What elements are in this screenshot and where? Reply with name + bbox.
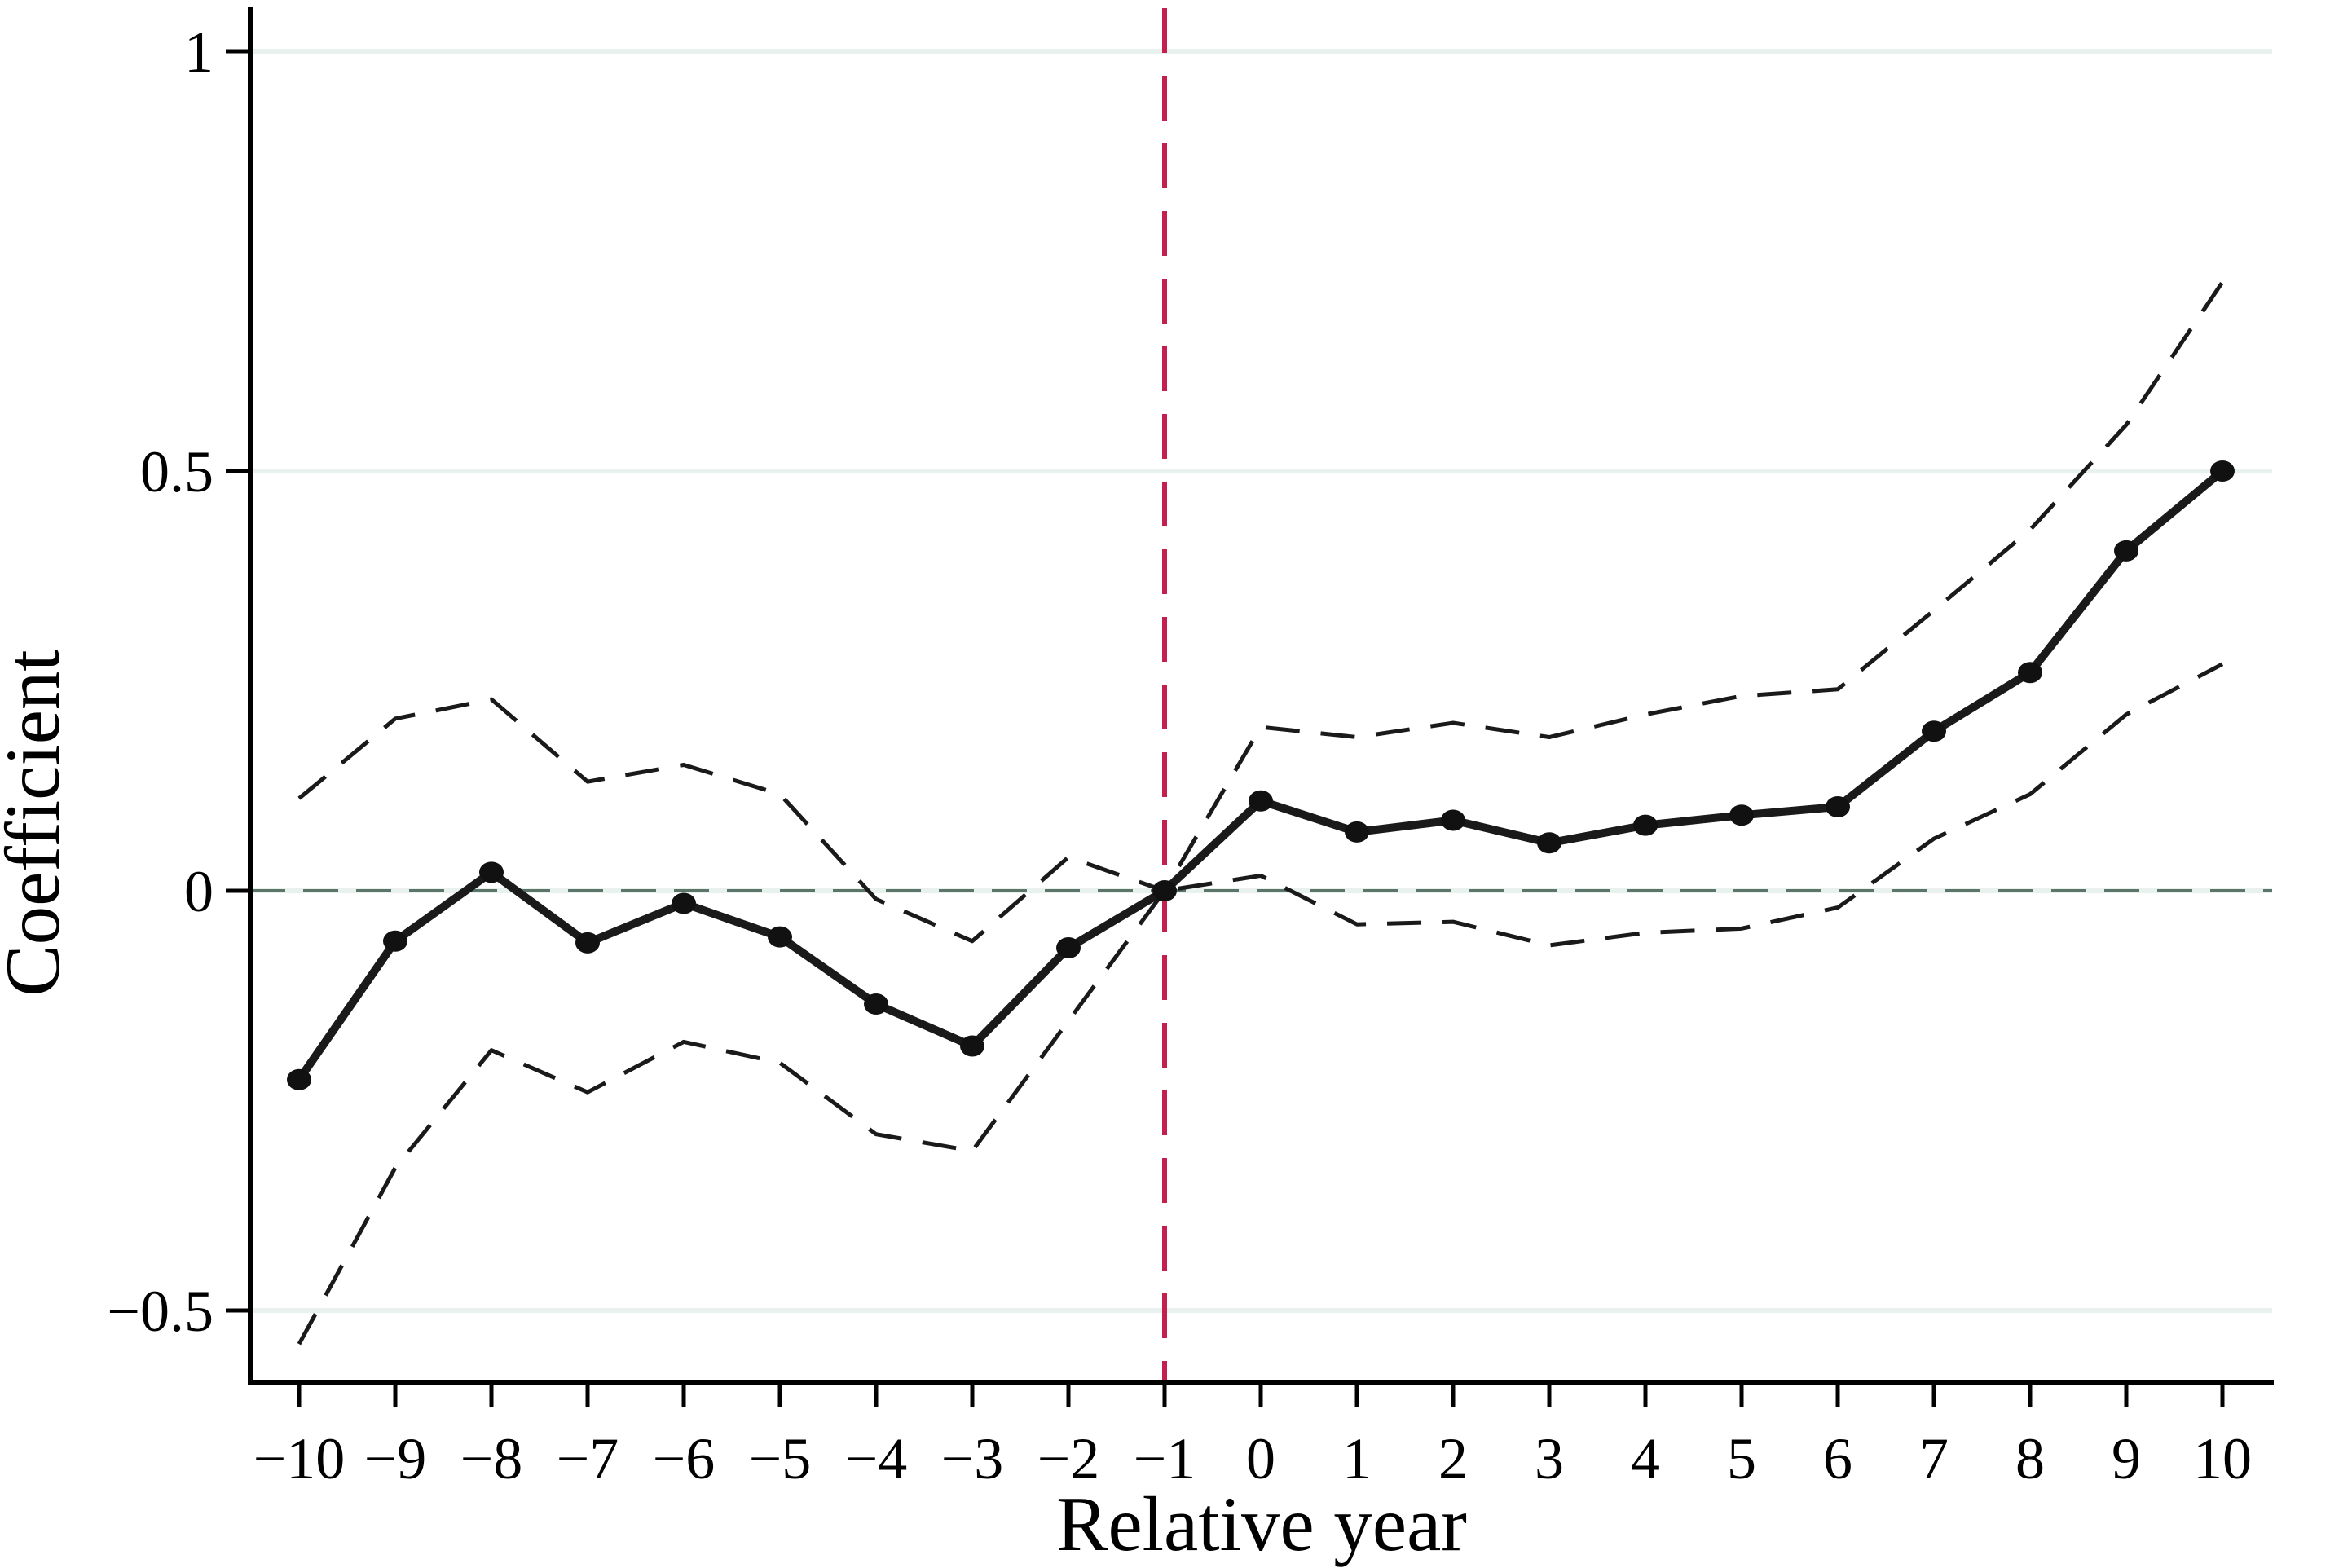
x-tick-label: −1 — [1134, 1426, 1196, 1491]
data-point-marker — [1633, 814, 1658, 836]
x-tick-label: 7 — [1919, 1426, 1949, 1491]
data-point-marker — [1056, 937, 1081, 959]
data-point-marker — [1922, 720, 1946, 742]
x-tick-label: 10 — [2193, 1426, 2252, 1491]
lower-95-ci-line — [297, 662, 2224, 1346]
x-tick-label: 3 — [1535, 1426, 1564, 1491]
x-tick-label: −9 — [364, 1426, 427, 1491]
x-tick-label: 4 — [1631, 1426, 1660, 1491]
reference-lines — [250, 8, 2272, 1380]
y-tick-label: 0 — [184, 859, 214, 924]
data-point-marker — [1537, 832, 1561, 854]
data-point-marker — [1152, 880, 1177, 901]
x-tick-label: −7 — [557, 1426, 619, 1491]
gridlines — [250, 49, 2272, 1313]
data-point-marker — [2114, 540, 2138, 562]
data-point-marker — [960, 1035, 984, 1057]
y-tick-label: −0.5 — [107, 1279, 214, 1344]
x-tick-label: −2 — [1037, 1426, 1100, 1491]
y-tick-labels: 1 0.5 0 −0.5 — [107, 20, 214, 1344]
data-point-marker — [2210, 460, 2235, 482]
x-tick-labels: −10 −9 −8 −7 −6 −5 −4 −3 −2 −1 0 1 2 3 4 5 6 7 8 9 10 — [253, 1426, 2252, 1491]
y-tick-label: 1 — [184, 20, 214, 85]
axis-ticks — [226, 49, 2225, 1407]
data-point-marker — [1249, 790, 1273, 812]
axes — [248, 7, 2274, 1385]
x-tick-label: −8 — [460, 1426, 523, 1491]
x-tick-label: 5 — [1727, 1426, 1756, 1491]
x-tick-label: −4 — [845, 1426, 908, 1491]
x-tick-label: 8 — [2015, 1426, 2045, 1491]
data-point-marker — [575, 932, 600, 954]
data-point-marker — [1826, 796, 1850, 817]
x-tick-label: 6 — [1823, 1426, 1852, 1491]
upper-95-ci-line — [297, 280, 2225, 944]
confidence-interval-lines — [297, 280, 2225, 1346]
x-tick-label: 1 — [1342, 1426, 1372, 1491]
data-point-markers — [287, 460, 2235, 1090]
data-point-marker — [2018, 662, 2042, 684]
data-point-marker — [383, 930, 407, 952]
data-point-marker — [864, 993, 888, 1015]
x-tick-label: −5 — [749, 1426, 812, 1491]
data-point-marker — [479, 861, 504, 883]
data-point-marker — [1729, 804, 1754, 826]
x-tick-label: 2 — [1438, 1426, 1468, 1491]
x-tick-label: 0 — [1246, 1426, 1275, 1491]
data-point-marker — [1441, 809, 1465, 831]
data-point-marker — [768, 926, 792, 948]
x-tick-label: −3 — [941, 1426, 1004, 1491]
x-tick-label: −6 — [653, 1426, 716, 1491]
data-point-marker — [287, 1068, 311, 1090]
x-axis-title: Relative year — [1056, 1481, 1467, 1567]
y-axis-title: Coefficient — [0, 650, 76, 997]
data-point-marker — [672, 892, 696, 914]
x-tick-label: 9 — [2112, 1426, 2141, 1491]
x-tick-label: −10 — [253, 1426, 346, 1491]
coefficient-line — [295, 468, 2226, 1082]
y-tick-label: 0.5 — [140, 439, 214, 504]
coefficient-line — [295, 468, 2226, 1082]
data-point-marker — [1345, 821, 1369, 843]
